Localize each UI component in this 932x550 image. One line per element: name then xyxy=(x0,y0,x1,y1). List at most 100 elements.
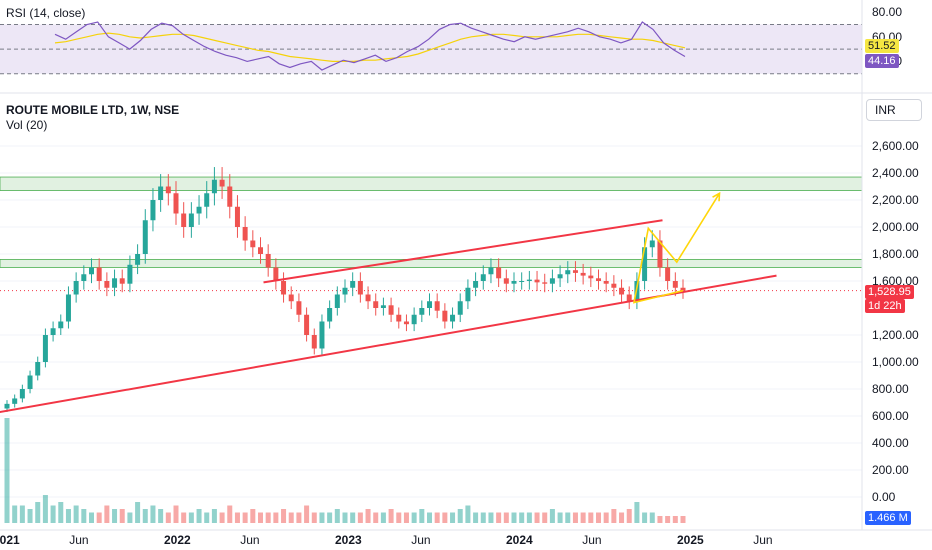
candle-body xyxy=(319,321,325,349)
volume-bar xyxy=(596,512,601,523)
volume-bar xyxy=(219,512,225,523)
volume-bar xyxy=(119,509,125,523)
candle-body xyxy=(265,254,271,268)
volume-bar xyxy=(188,512,194,523)
candle-body xyxy=(549,278,555,284)
candle-body xyxy=(158,186,164,200)
rsi-value-tag: 44.16 xyxy=(865,54,899,68)
price-axis-tick: 1,000.00 xyxy=(872,355,919,369)
candle-body xyxy=(104,281,110,288)
volume-bar xyxy=(442,512,448,523)
time-axis-tick: 2024 xyxy=(506,533,533,547)
volume-bar xyxy=(250,509,256,523)
last-price-tag: 1,528.95 xyxy=(865,285,914,299)
volume-bar xyxy=(27,509,33,523)
volume-bar xyxy=(73,505,79,523)
price-axis-tick: 200.00 xyxy=(872,463,909,477)
time-axis-tick: 2021 xyxy=(0,533,20,547)
volume-label: Vol (20) xyxy=(6,118,48,132)
volume-bar xyxy=(396,512,402,523)
volume-value-tag: 1.466 M xyxy=(865,511,911,525)
volume-bar xyxy=(365,509,371,523)
volume-bar xyxy=(165,512,171,523)
candle-body xyxy=(242,227,248,241)
volume-bar xyxy=(265,512,271,523)
currency-button[interactable]: INR xyxy=(866,99,922,121)
time-axis-tick: Jun xyxy=(753,533,773,547)
candle-body xyxy=(642,247,648,281)
candle-body xyxy=(534,279,540,283)
price-axis-tick: 1,800.00 xyxy=(872,247,919,261)
volume-bar xyxy=(450,512,456,523)
volume-bar xyxy=(519,512,525,523)
price-axis-tick: 2,600.00 xyxy=(872,139,919,153)
price-grid xyxy=(0,145,862,498)
candle-body xyxy=(680,287,686,291)
price-zone xyxy=(0,176,863,191)
time-axis-tick: Jun xyxy=(240,533,260,547)
candle-body xyxy=(657,240,663,268)
rsi-line xyxy=(54,21,686,71)
volume-bar xyxy=(311,512,317,523)
time-axis-tick: 2025 xyxy=(677,533,704,547)
candle-body xyxy=(419,308,425,315)
volume-bar xyxy=(150,505,156,523)
candle-body xyxy=(219,179,225,187)
volume-bar xyxy=(427,512,432,523)
volume-bar xyxy=(281,509,287,523)
candle-body xyxy=(572,270,578,273)
time-axis-tick: 2023 xyxy=(335,533,362,547)
projection-arrowhead xyxy=(712,191,721,202)
candle-body xyxy=(342,287,348,295)
candle-body xyxy=(135,254,141,265)
volume-bar xyxy=(580,512,586,523)
volume-bar xyxy=(227,505,233,523)
candle-body xyxy=(165,186,171,194)
volume-bar xyxy=(642,512,648,523)
candle-body xyxy=(250,240,256,248)
candle-body xyxy=(403,321,409,325)
candle-body xyxy=(519,281,525,282)
volume-bar xyxy=(35,502,41,523)
candle-body xyxy=(603,281,609,284)
volume-bar xyxy=(549,509,555,523)
candle-body xyxy=(450,314,456,322)
time-axis-tick: 2022 xyxy=(164,533,191,547)
candle-body xyxy=(35,362,41,376)
volume-bar xyxy=(127,512,133,523)
volume-bar xyxy=(350,512,356,523)
candle-body xyxy=(672,281,678,288)
volume-bar xyxy=(112,509,118,523)
candle-body xyxy=(457,301,463,315)
volume-bar xyxy=(557,512,563,523)
volume-bar xyxy=(58,502,64,523)
volume-bar xyxy=(634,502,640,523)
candle-body xyxy=(4,403,10,409)
volume-bar xyxy=(388,509,394,523)
volume-bar xyxy=(296,512,302,523)
candle-body xyxy=(89,267,94,275)
volume-bar xyxy=(603,512,609,523)
price-axis-tick: 0.00 xyxy=(872,490,896,504)
candle-body xyxy=(442,310,448,322)
candle-body xyxy=(27,375,33,389)
candle-body xyxy=(19,389,25,399)
volume-bar xyxy=(196,509,202,523)
candle-body xyxy=(511,281,517,284)
candle-body xyxy=(380,305,386,308)
candle-body xyxy=(288,294,294,302)
candle-body xyxy=(526,279,532,281)
volume-bar xyxy=(135,502,141,523)
candle-body xyxy=(411,314,417,325)
candle-body xyxy=(281,281,287,295)
candle-body xyxy=(665,267,671,281)
volume-bar xyxy=(288,512,294,523)
volume-bar xyxy=(357,512,363,523)
volume-bar xyxy=(181,512,187,523)
volume-bar xyxy=(173,505,179,523)
price-axis-tick: 800.00 xyxy=(872,382,909,396)
time-axis-tick: Jun xyxy=(411,533,431,547)
projection-line xyxy=(632,192,721,304)
candle-body xyxy=(65,294,71,322)
